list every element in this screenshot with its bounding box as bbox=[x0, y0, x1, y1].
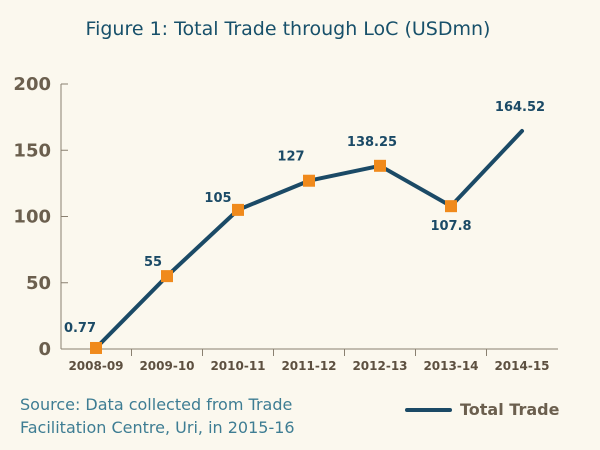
data-label: 107.8 bbox=[430, 219, 471, 234]
data-label: 164.52 bbox=[495, 100, 545, 115]
series-line-group bbox=[94, 129, 524, 350]
markers-group bbox=[90, 159, 457, 354]
x-tick-label: 2009-10 bbox=[139, 359, 194, 373]
series-line-total-trade bbox=[94, 129, 524, 350]
data-label: 0.77 bbox=[64, 321, 96, 336]
data-label: 55 bbox=[144, 255, 162, 270]
data-label: 127 bbox=[277, 150, 304, 165]
legend: Total Trade bbox=[405, 400, 560, 419]
x-tick-label: 2010-11 bbox=[210, 359, 265, 373]
data-point-marker bbox=[374, 159, 386, 172]
data-point-marker bbox=[161, 270, 173, 283]
data-point-marker bbox=[303, 174, 315, 187]
x-tick-label: 2013-14 bbox=[423, 359, 478, 373]
source-line-1: Source: Data collected from Trade bbox=[20, 395, 292, 414]
data-point-marker bbox=[445, 200, 457, 213]
y-tick-label: 50 bbox=[26, 273, 51, 294]
x-axis: 2008-09 2009-10 2010-11 2011-12 2012-13 2013-… bbox=[61, 348, 558, 373]
data-label: 138.25 bbox=[347, 135, 397, 150]
y-tick-label: 0 bbox=[38, 339, 51, 360]
chart-title: Figure 1: Total Trade through LoC (USDmn… bbox=[86, 18, 491, 40]
x-tick-label: 2008-09 bbox=[68, 359, 123, 373]
data-label: 105 bbox=[204, 191, 231, 206]
x-tick-label: 2011-12 bbox=[281, 359, 336, 373]
x-tick-label: 2012-13 bbox=[352, 359, 407, 373]
data-point-marker bbox=[90, 341, 102, 354]
y-tick-label: 200 bbox=[13, 74, 51, 95]
data-labels-group: 0.77 55 105 127 138.25 107.8 164.52 bbox=[64, 100, 545, 336]
legend-label: Total Trade bbox=[460, 400, 560, 419]
source-line-2: Facilitation Centre, Uri, in 2015-16 bbox=[20, 418, 295, 437]
data-point-marker bbox=[232, 203, 244, 216]
x-tick-label: 2014-15 bbox=[494, 359, 549, 373]
y-axis: 0 50 100 150 200 bbox=[13, 74, 68, 360]
y-tick-label: 150 bbox=[13, 140, 51, 161]
y-tick-label: 100 bbox=[13, 207, 51, 228]
